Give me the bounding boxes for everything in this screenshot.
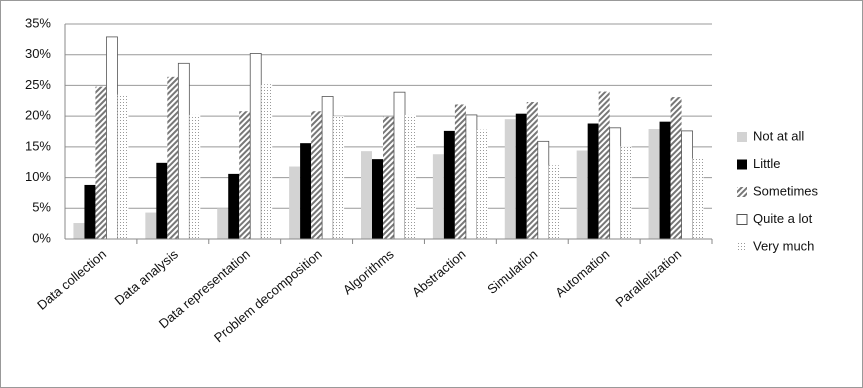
legend-label: Quite a lot [753, 211, 813, 226]
bar [598, 91, 610, 239]
bar [681, 130, 693, 240]
bar [167, 76, 179, 239]
bar [333, 116, 345, 239]
bar [228, 173, 240, 239]
bar [261, 84, 273, 239]
bar [249, 53, 262, 240]
legend-label: Not at all [753, 128, 804, 143]
legend-swatch [736, 214, 748, 225]
bar [372, 159, 383, 239]
bar [383, 116, 394, 239]
legend-label: Very much [753, 238, 814, 253]
bar [504, 119, 516, 239]
bar [609, 127, 622, 240]
y-tick-label: 5% [32, 200, 51, 215]
bar [587, 123, 599, 239]
legend-label: Little [753, 156, 780, 171]
bar [620, 146, 632, 239]
y-tick-label: 25% [25, 77, 51, 92]
bar [117, 94, 129, 240]
legend-swatch [737, 132, 747, 142]
bar [361, 151, 372, 239]
bar [465, 114, 478, 240]
bar [145, 212, 157, 239]
bar [300, 143, 312, 239]
bar [156, 162, 168, 239]
bar [189, 114, 201, 239]
bar [177, 62, 190, 240]
bar [239, 111, 251, 239]
bar [432, 154, 444, 239]
bar [476, 129, 488, 239]
bar [648, 129, 660, 239]
bar [73, 223, 85, 239]
y-tick-label: 0% [32, 230, 51, 245]
bar [692, 158, 704, 239]
bar [670, 97, 682, 239]
legend-swatch [737, 242, 747, 252]
bar [95, 86, 107, 240]
bar [106, 36, 118, 240]
bar [393, 91, 406, 240]
bar [526, 102, 538, 239]
y-tick-label: 35% [25, 15, 51, 30]
legend-swatch [737, 159, 747, 170]
bar [217, 208, 229, 239]
bar [84, 184, 96, 239]
bar [289, 166, 301, 239]
y-tick-label: 10% [25, 169, 51, 184]
legend-swatch [737, 187, 747, 197]
y-tick-label: 30% [25, 46, 51, 61]
bar [515, 113, 527, 239]
bar [537, 140, 550, 240]
bar [311, 111, 323, 239]
bar [443, 130, 455, 239]
bar [454, 104, 466, 239]
bar [548, 165, 560, 239]
bar [321, 96, 334, 240]
bar [576, 150, 588, 239]
bar [405, 114, 416, 239]
bar [659, 121, 671, 239]
y-tick-label: 15% [25, 138, 51, 153]
legend-label: Sometimes [753, 183, 819, 198]
y-tick-label: 20% [25, 108, 51, 123]
